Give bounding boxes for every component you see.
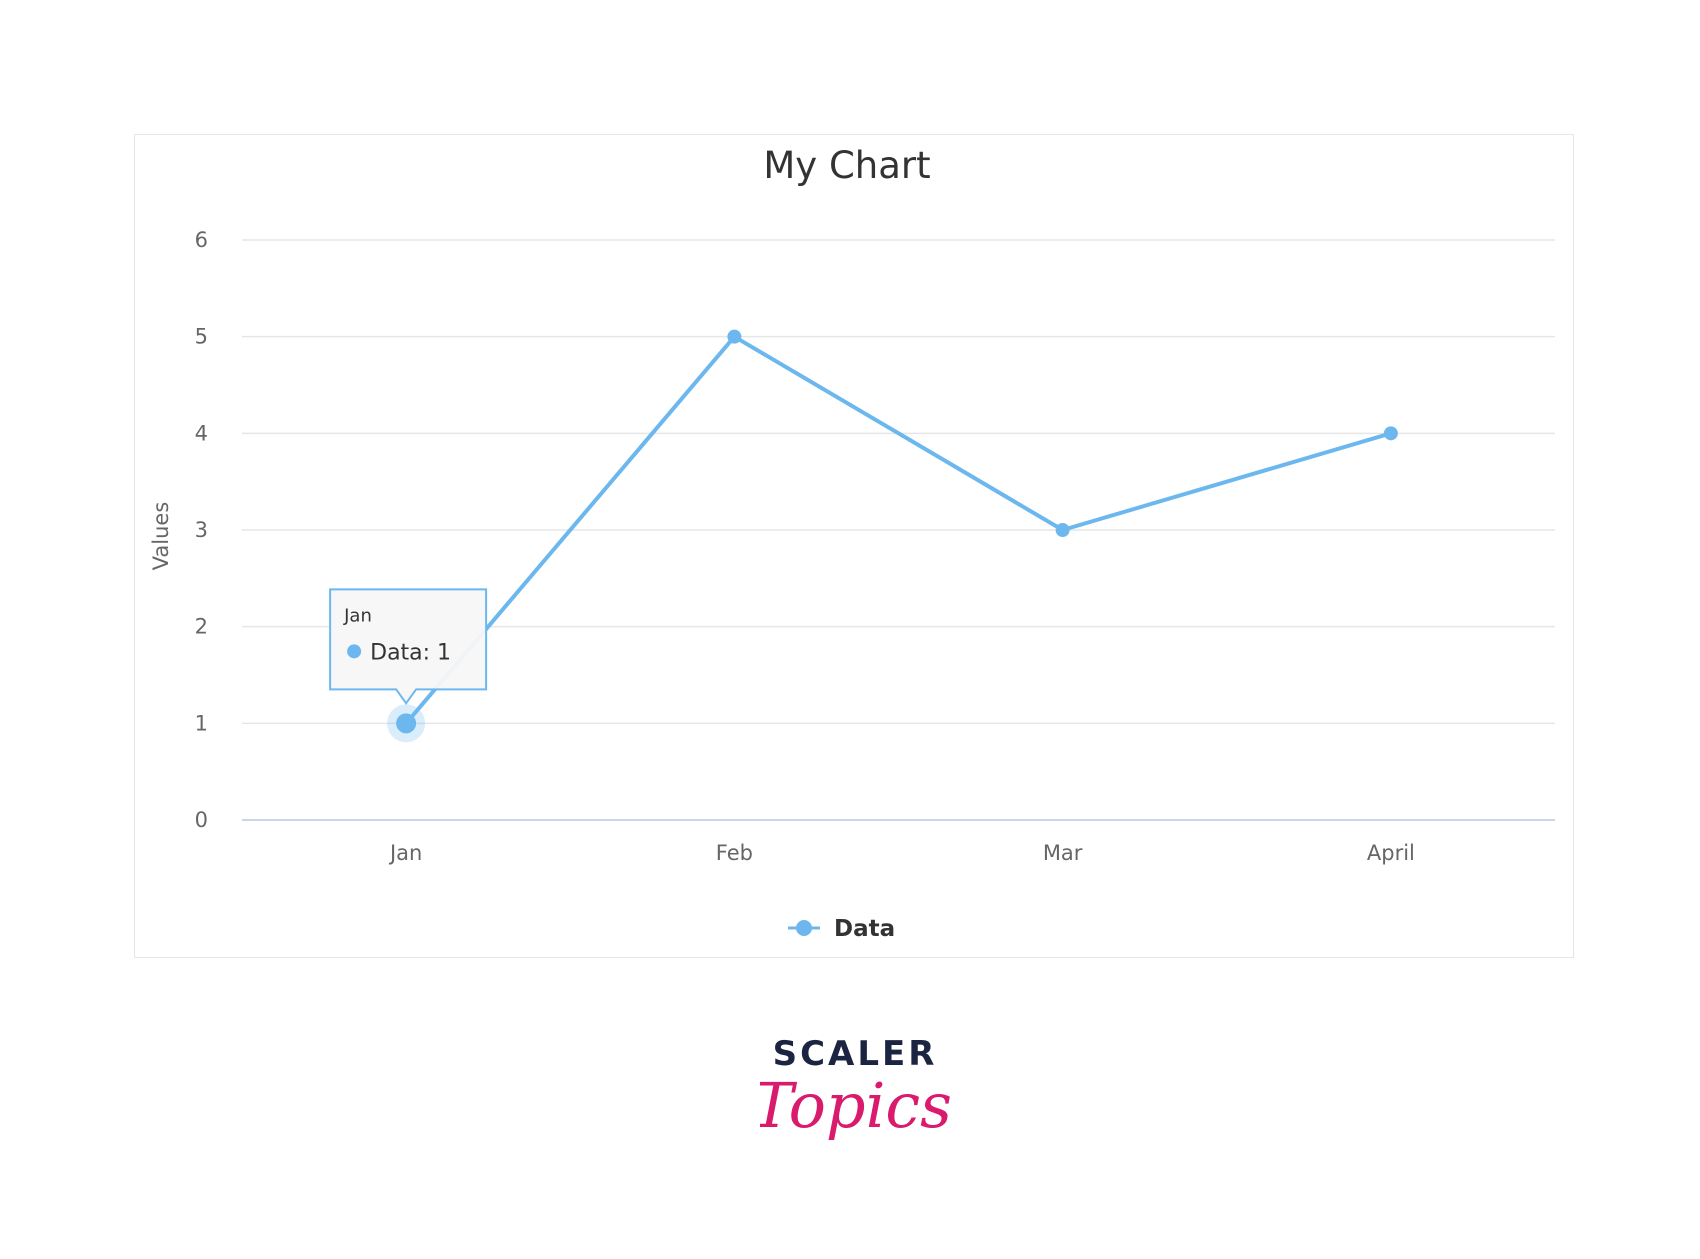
y-tick-label: 4	[195, 421, 208, 445]
y-tick-label: 3	[195, 518, 208, 542]
data-point[interactable]	[1055, 523, 1070, 537]
y-tick-label: 6	[195, 228, 208, 252]
tooltip-value: Data: 1	[370, 640, 451, 665]
chart-title: My Chart	[763, 144, 930, 187]
legend-label[interactable]: Data	[834, 916, 895, 942]
x-tick-label: Mar	[1043, 841, 1083, 865]
scaler-topics-logo: SCALER Topics	[760, 1035, 950, 1142]
legend-marker-icon	[796, 920, 812, 936]
series-layer	[387, 329, 1398, 743]
x-axis-ticks: Jan Feb Mar April	[388, 841, 1415, 865]
y-tick-label: 0	[195, 808, 208, 832]
y-tick-label: 2	[195, 615, 208, 639]
tooltip-box	[329, 588, 488, 706]
y-axis-title: Values	[149, 502, 173, 571]
tooltip: Jan Data: 1	[329, 588, 488, 706]
y-axis-ticks: 0 1 2 3 4 5 6	[195, 228, 208, 832]
y-tick-label: 5	[195, 325, 208, 349]
tooltip-category: Jan	[343, 605, 372, 626]
grid-lines	[242, 239, 1555, 821]
x-tick-label: April	[1367, 841, 1415, 865]
x-tick-label: Feb	[716, 841, 753, 865]
series-line	[404, 334, 1393, 726]
brand-script: Topics	[760, 1069, 950, 1142]
data-point[interactable]	[727, 329, 742, 344]
data-point[interactable]	[1383, 426, 1398, 441]
x-tick-label: Jan	[388, 841, 422, 865]
legend[interactable]: Data	[788, 916, 895, 942]
data-point[interactable]	[396, 713, 417, 734]
y-tick-label: 1	[195, 711, 208, 735]
tooltip-series-dot-icon	[347, 644, 362, 659]
brand-word: SCALER	[773, 1035, 938, 1074]
